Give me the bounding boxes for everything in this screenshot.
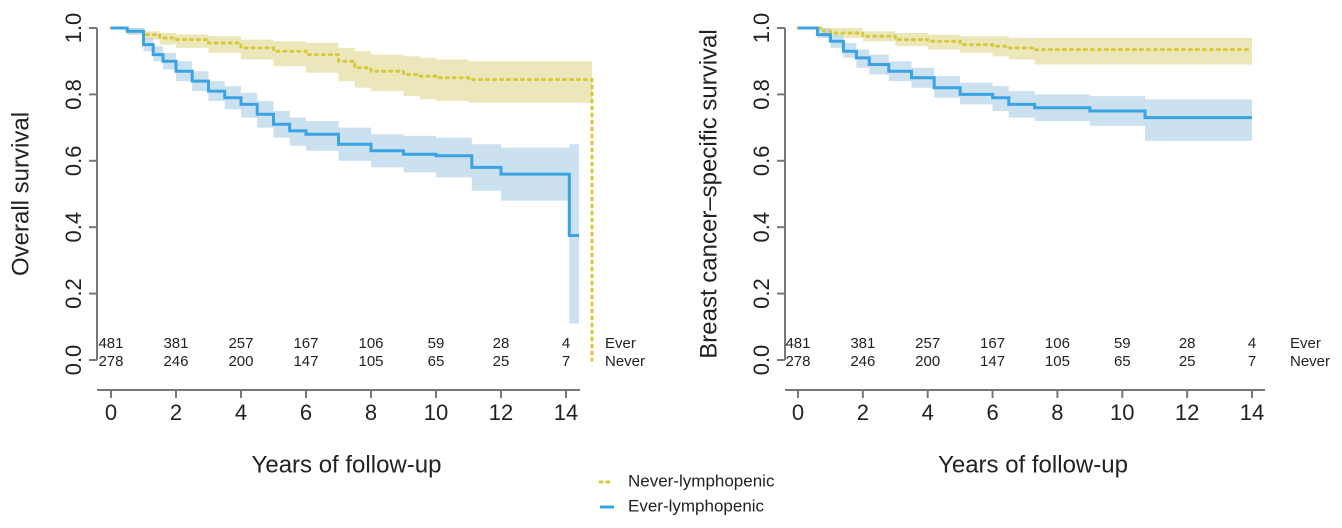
at-risk-count: 28 <box>1179 335 1196 352</box>
x-tick-label: 6 <box>300 400 312 425</box>
x-axis-title: Years of follow-up <box>252 451 442 478</box>
x-tick-label: 4 <box>922 400 934 425</box>
x-tick-label: 6 <box>986 400 998 425</box>
at-risk-count: 246 <box>163 353 188 370</box>
y-tick-label: 0.0 <box>749 345 774 376</box>
x-axis-title: Years of follow-up <box>938 451 1128 478</box>
at-risk-count: 257 <box>915 335 940 352</box>
x-tick-label: 14 <box>1240 400 1264 425</box>
at-risk-count: 200 <box>915 353 940 370</box>
at-risk-count: 246 <box>850 353 875 370</box>
y-tick-label: 0.4 <box>749 212 774 243</box>
at-risk-count: 4 <box>1248 335 1256 352</box>
confidence-band <box>111 28 579 324</box>
at-risk-label: Ever <box>605 335 636 352</box>
y-axis-title: Overall survival <box>7 112 34 276</box>
at-risk-count: 59 <box>428 335 445 352</box>
x-tick-label: 10 <box>1110 400 1134 425</box>
y-tick-label: 0.8 <box>749 79 774 110</box>
survival-line <box>111 26 579 237</box>
at-risk-count: 278 <box>98 353 123 370</box>
at-risk-count: 147 <box>980 353 1005 370</box>
at-risk-count: 106 <box>358 335 383 352</box>
x-tick-label: 10 <box>424 400 448 425</box>
at-risk-count: 65 <box>428 353 445 370</box>
at-risk-count: 7 <box>562 353 570 370</box>
at-risk-count: 278 <box>785 353 810 370</box>
at-risk-label: Never <box>1290 353 1330 370</box>
survival-line <box>798 26 1252 120</box>
y-tick-label: 0.8 <box>61 79 86 110</box>
at-risk-count: 167 <box>980 335 1005 352</box>
legend-label: Ever-lymphopenic <box>628 496 765 515</box>
y-tick-label: 0.4 <box>61 212 86 243</box>
y-axis-title: Breast cancer–specific survival <box>695 29 722 358</box>
x-tick-label: 12 <box>489 400 513 425</box>
x-tick-label: 8 <box>365 400 377 425</box>
legend-label: Never-lymphopenic <box>628 471 775 490</box>
x-tick-label: 12 <box>1175 400 1199 425</box>
at-risk-count: 105 <box>1045 353 1070 370</box>
x-tick-label: 2 <box>170 400 182 425</box>
at-risk-label: Ever <box>1290 335 1321 352</box>
x-tick-label: 0 <box>792 400 804 425</box>
at-risk-count: 7 <box>1248 353 1256 370</box>
at-risk-count: 4 <box>562 335 570 352</box>
confidence-band <box>798 28 1252 141</box>
y-tick-label: 0.2 <box>749 278 774 309</box>
y-tick-label: 0.6 <box>61 146 86 177</box>
confidence-band <box>798 28 1252 65</box>
at-risk-count: 105 <box>358 353 383 370</box>
at-risk-count: 167 <box>293 335 318 352</box>
at-risk-count: 257 <box>228 335 253 352</box>
y-tick-label: 0.6 <box>749 146 774 177</box>
y-tick-label: 1.0 <box>61 13 86 44</box>
at-risk-count: 28 <box>493 335 510 352</box>
y-tick-label: 0.0 <box>61 345 86 376</box>
at-risk-count: 25 <box>493 353 510 370</box>
at-risk-count: 200 <box>228 353 253 370</box>
confidence-band <box>111 28 592 103</box>
at-risk-count: 147 <box>293 353 318 370</box>
at-risk-count: 65 <box>1114 353 1131 370</box>
x-tick-label: 2 <box>857 400 869 425</box>
y-tick-label: 1.0 <box>749 13 774 44</box>
at-risk-count: 381 <box>850 335 875 352</box>
at-risk-count: 481 <box>785 335 810 352</box>
survival-line <box>109 26 594 362</box>
at-risk-count: 106 <box>1045 335 1070 352</box>
y-tick-label: 0.2 <box>61 278 86 309</box>
x-tick-label: 0 <box>105 400 117 425</box>
at-risk-count: 25 <box>1179 353 1196 370</box>
at-risk-count: 59 <box>1114 335 1131 352</box>
x-tick-label: 8 <box>1051 400 1063 425</box>
survival-line <box>796 26 1254 52</box>
x-tick-label: 4 <box>235 400 247 425</box>
at-risk-count: 381 <box>163 335 188 352</box>
at-risk-label: Never <box>605 353 645 370</box>
at-risk-count: 481 <box>98 335 123 352</box>
x-tick-label: 14 <box>554 400 578 425</box>
